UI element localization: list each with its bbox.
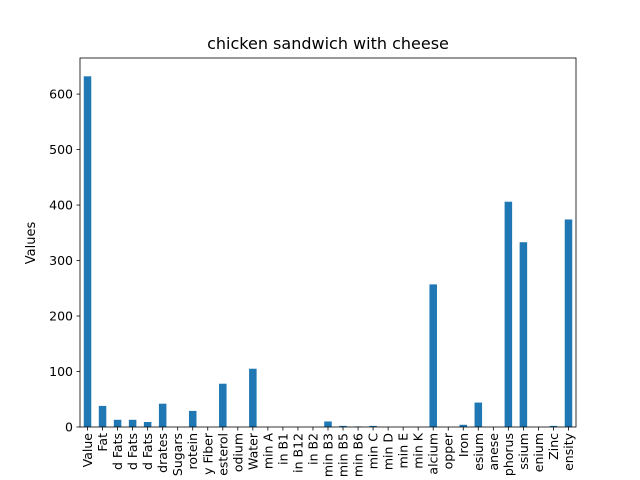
x-tick-label: min B5: [336, 433, 351, 477]
y-axis: 0 100 200 300 400 500 600: [49, 87, 80, 435]
x-tick-label: Sugars: [170, 433, 185, 476]
x-tick-label: opper: [441, 432, 456, 469]
y-tick-label: 300: [49, 253, 73, 268]
x-tick-label: min K: [411, 432, 426, 469]
x-tick-label: min D: [381, 433, 396, 470]
y-tick-label: 500: [49, 142, 73, 157]
chart-title: chicken sandwich with cheese: [207, 34, 449, 53]
x-tick-label: min A: [260, 433, 275, 470]
bar: [474, 402, 483, 427]
bar: [504, 201, 513, 427]
x-tick-label: enium: [531, 433, 546, 472]
x-tick-label: d Fats: [140, 433, 155, 470]
x-tick-label: in B1: [275, 433, 290, 465]
bar: [113, 419, 122, 427]
x-tick-label: min B6: [351, 433, 366, 477]
x-tick-label: esterol: [215, 433, 230, 476]
x-tick-label: d Fats: [125, 433, 140, 470]
bar: [339, 425, 347, 427]
x-tick-label: Value: [80, 433, 95, 468]
y-tick-label: 400: [49, 198, 73, 213]
bar: [459, 424, 468, 427]
bar: [429, 284, 437, 427]
x-tick-label: d Fats: [110, 433, 125, 470]
bar: [219, 383, 227, 427]
bar: [158, 403, 167, 427]
x-tick-label: in B12: [290, 433, 305, 473]
y-axis-label: Values: [24, 222, 39, 265]
x-tick-label: phorus: [501, 433, 516, 476]
x-tick-label: drates: [155, 433, 170, 473]
x-tick-label: Iron: [456, 433, 471, 457]
bar: [519, 242, 528, 427]
x-tick-label: min E: [396, 433, 411, 469]
bar: [564, 219, 573, 427]
x-tick-label: ensity: [561, 432, 576, 470]
x-tick-label: Water: [245, 432, 260, 470]
x-tick-label: min C: [366, 433, 381, 470]
y-tick-label: 100: [49, 364, 73, 379]
x-tick-label: rotein: [185, 433, 200, 470]
x-tick-label: odium: [230, 433, 245, 472]
y-tick-label: 0: [65, 420, 73, 435]
x-tick-label: Zinc: [546, 433, 561, 460]
x-axis: Value Fat d Fats d Fats d Fats drates Sugars ro…: [80, 427, 576, 477]
x-tick-label: min B3: [321, 433, 336, 477]
bar: [369, 425, 377, 427]
bar: [128, 419, 137, 427]
x-tick-label: in B2: [305, 433, 320, 465]
y-tick-label: 600: [49, 87, 73, 102]
bar: [143, 422, 152, 427]
bar: [98, 405, 107, 427]
x-tick-label: y Fiber: [200, 432, 215, 475]
bar: [249, 368, 257, 427]
x-tick-label: anese: [486, 433, 501, 471]
x-tick-label: ssium: [516, 433, 531, 470]
bar: [188, 410, 197, 427]
bar: [324, 421, 332, 427]
y-tick-label: 200: [49, 309, 73, 324]
plot-frame: [79, 57, 577, 428]
bars-group: [83, 76, 573, 427]
x-tick-label: alcium: [426, 433, 441, 475]
x-tick-label: esium: [471, 433, 486, 471]
x-tick-label: Fat: [95, 433, 110, 452]
bar: [549, 425, 558, 427]
bar: [83, 76, 92, 427]
